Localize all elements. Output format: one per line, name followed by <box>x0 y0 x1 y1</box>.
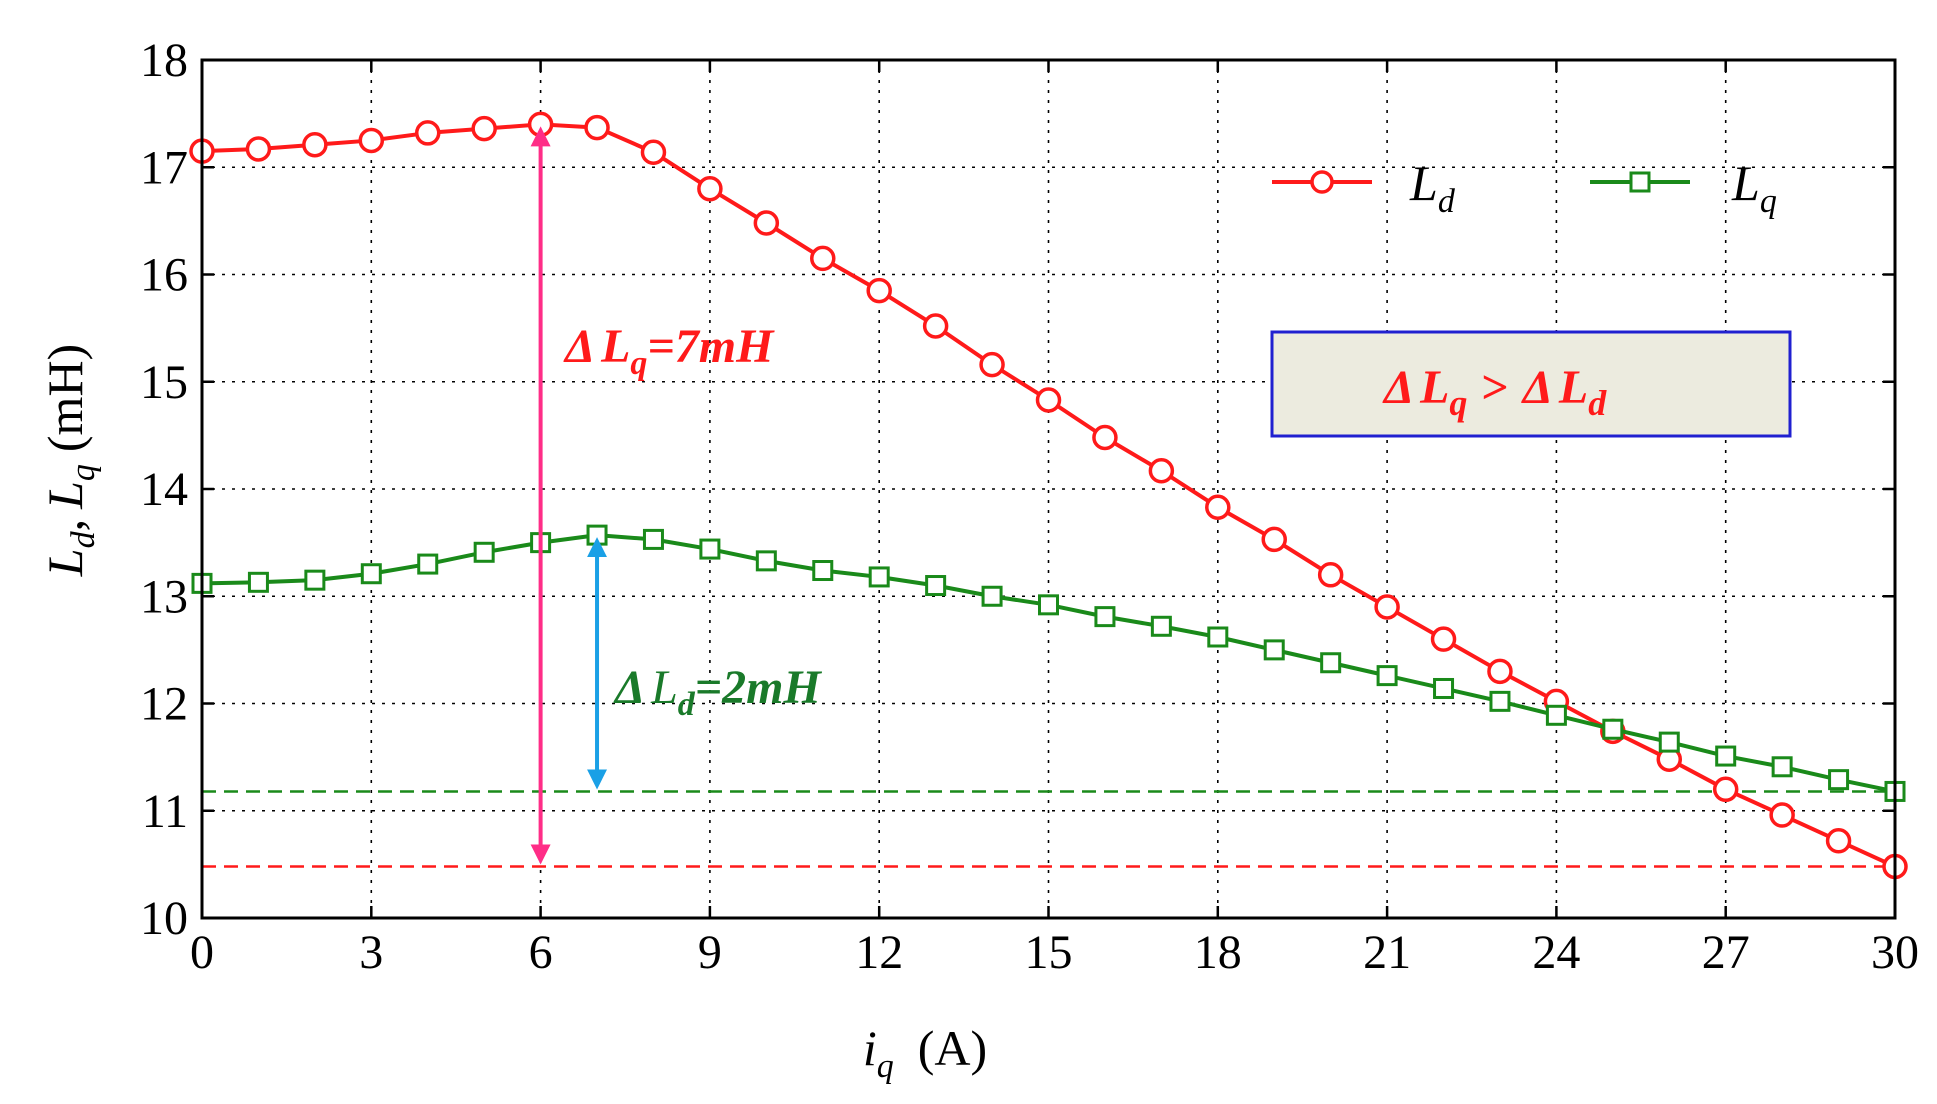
point-lq <box>1207 626 1229 648</box>
point-lq <box>1715 745 1737 767</box>
x-tick-label: 27 <box>1702 926 1750 979</box>
x-tick-label: 3 <box>359 926 383 979</box>
y-tick-label: 12 <box>140 678 188 731</box>
y-tick-label: 13 <box>140 570 188 623</box>
point-ld <box>979 351 1005 378</box>
y-tick-label: 17 <box>140 141 188 194</box>
ticks <box>200 58 1897 920</box>
point-lq <box>1489 690 1511 712</box>
y-tick-label: 14 <box>140 463 188 516</box>
x-tick-label: 0 <box>190 926 214 979</box>
legend: Ld Lq <box>1272 155 1777 220</box>
point-ld <box>527 111 554 138</box>
point-lq <box>925 575 947 597</box>
tick-labels: 0 3 6 9 12 15 18 21 24 27 30 10 11 12 13 14 15 16 17 18 <box>140 34 1919 979</box>
point-ld <box>1035 387 1062 413</box>
series-line-ld <box>201 122 1896 869</box>
x-tick-label: 9 <box>698 926 722 979</box>
y-tick-label: 11 <box>142 785 188 838</box>
point-ld <box>1148 458 1175 484</box>
point-ld <box>1712 776 1739 803</box>
x-tick-label: 30 <box>1871 926 1919 979</box>
y-tick-label: 16 <box>140 249 188 302</box>
point-lq <box>1320 652 1342 674</box>
point-lq <box>1094 606 1116 628</box>
point-ld <box>245 136 272 162</box>
point-ld <box>1487 658 1513 685</box>
point-ld <box>1261 526 1287 553</box>
point-lq <box>699 538 721 560</box>
point-ld <box>866 277 892 304</box>
x-tick-label: 12 <box>855 926 903 979</box>
point-lq <box>1771 756 1793 778</box>
point-lq <box>417 553 439 575</box>
point-ld <box>1092 424 1118 451</box>
point-lq <box>304 569 326 591</box>
point-lq <box>755 550 777 572</box>
point-ld <box>471 115 497 142</box>
point-ld <box>414 120 441 146</box>
point-ld <box>753 210 780 236</box>
point-ld <box>1317 562 1344 588</box>
point-ld <box>1205 494 1231 520</box>
point-lq <box>1150 615 1172 637</box>
comparison-box <box>1270 330 1792 438</box>
point-lq <box>1828 769 1850 791</box>
x-axis-label: iq (A) <box>863 1020 987 1085</box>
point-ld <box>640 139 667 165</box>
x-tick-label: 15 <box>1025 926 1073 979</box>
point-ld <box>810 245 836 272</box>
point-lq <box>981 585 1003 607</box>
point-lq <box>247 571 269 593</box>
point-ld <box>697 175 723 202</box>
point-lq <box>1263 639 1285 661</box>
point-ld <box>1825 828 1852 854</box>
point-ld <box>1374 594 1400 620</box>
point-lq <box>642 528 664 550</box>
point-lq <box>1658 731 1680 753</box>
y-axis-label: Ld,Lq(mH) <box>37 344 102 577</box>
y-tick-label: 10 <box>140 892 188 945</box>
point-lq <box>1376 665 1398 687</box>
point-lq <box>1038 594 1059 616</box>
y-tick-label: 18 <box>140 34 188 87</box>
delta-lq-label: Δ Lq=7mH <box>563 320 775 382</box>
legend-ld-label: Ld <box>1409 155 1456 220</box>
point-ld <box>584 114 610 141</box>
legend-lq-marker <box>1629 171 1651 193</box>
point-ld <box>922 313 949 339</box>
x-tick-label: 21 <box>1363 926 1411 979</box>
point-lq <box>586 524 608 546</box>
point-ld <box>1430 626 1457 652</box>
legend-ld-marker <box>1310 170 1334 194</box>
point-ld <box>302 131 328 158</box>
x-tick-label: 18 <box>1194 926 1242 979</box>
legend-lq-label: Lq <box>1731 155 1777 220</box>
point-lq <box>1433 677 1455 699</box>
x-tick-label: 6 <box>529 926 553 979</box>
point-ld <box>358 127 385 154</box>
delta-ld-label: Δ Ld=2mH <box>613 661 822 723</box>
point-lq <box>868 566 890 588</box>
point-lq <box>1545 704 1567 726</box>
y-tick-label: 15 <box>140 356 188 409</box>
point-lq <box>360 563 382 585</box>
comparison-text: Δ Lq > Δ Ld <box>1382 361 1607 423</box>
point-ld <box>1769 802 1795 828</box>
x-tick-label: 24 <box>1532 926 1580 979</box>
point-lq <box>1602 718 1624 740</box>
point-lq <box>812 560 834 582</box>
point-lq <box>473 541 495 563</box>
